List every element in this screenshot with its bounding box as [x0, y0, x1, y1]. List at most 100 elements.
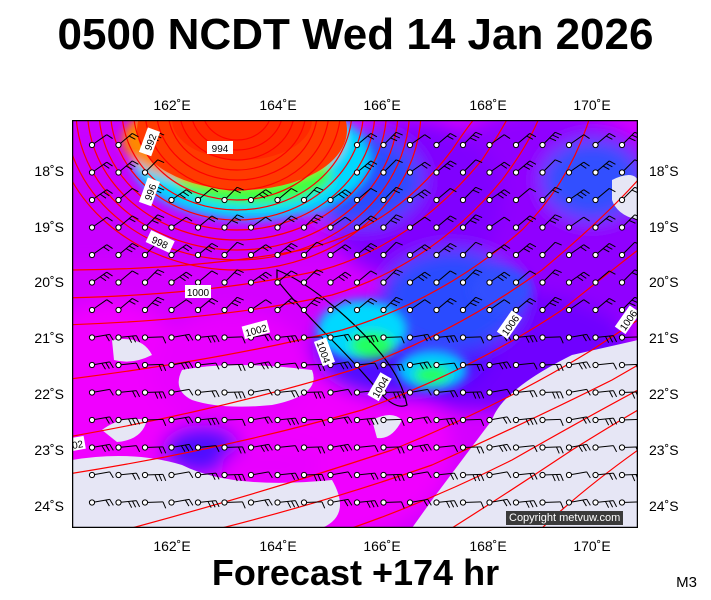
station-dot: [486, 416, 493, 424]
station-dot: [88, 251, 96, 259]
station-dot: [380, 471, 387, 479]
wind-barb: [168, 299, 193, 314]
station-dot: [380, 334, 387, 341]
wind-barb: [141, 444, 167, 454]
wind-barb: [539, 269, 562, 286]
lon-label-bottom-168: 168˚E: [469, 538, 507, 554]
station-dot: [618, 471, 626, 479]
wind-barb: [539, 444, 564, 454]
station-dot: [618, 279, 626, 286]
wind-barb: [539, 471, 564, 482]
isobar-line: [145, 120, 329, 191]
station-dot: [141, 444, 149, 451]
station-dot: [459, 416, 467, 424]
wind-barb: [247, 416, 273, 424]
station-dot: [274, 499, 281, 506]
station-dot: [433, 499, 440, 506]
wind-barb: [459, 214, 483, 231]
wind-barb: [459, 186, 483, 204]
wind-barb: [194, 416, 220, 426]
lon-label-top-166: 166˚E: [363, 97, 401, 113]
wind-barb: [194, 444, 220, 453]
wind-barb: [512, 389, 538, 398]
station-dot: [512, 416, 520, 424]
wind-barb: [327, 333, 353, 342]
wind-barb: [194, 361, 220, 370]
station-dot: [539, 499, 546, 506]
station-dot: [168, 444, 175, 451]
station-dot: [141, 471, 149, 479]
station-dot: [247, 471, 255, 479]
wind-barb: [168, 498, 194, 507]
station-dot: [618, 224, 626, 231]
station-dot: [168, 224, 175, 231]
wind-barb: [141, 159, 165, 176]
wind-barb: [380, 159, 403, 176]
station-dot: [141, 306, 149, 314]
station-dot: [274, 444, 281, 451]
wind-barb: [247, 388, 273, 396]
wind-barb: [565, 216, 590, 231]
wind-barb: [115, 334, 141, 343]
wind-barb: [433, 444, 459, 453]
wind-barb: [327, 443, 353, 453]
wind-barb: [327, 244, 352, 259]
station-dot: [221, 334, 228, 341]
wind-barb: [88, 471, 114, 479]
wind-barb: [539, 296, 562, 314]
wind-barb: [433, 160, 457, 176]
new-caledonia-coastline: [276, 269, 408, 407]
station-dot: [512, 279, 520, 286]
station-dot: [141, 251, 149, 259]
wind-barb: [592, 187, 616, 204]
wind-barb: [592, 499, 618, 508]
isobar-line: [87, 120, 387, 241]
station-dot: [168, 389, 175, 396]
isobar-line: [133, 120, 341, 201]
station-dot: [274, 251, 281, 259]
wind-barb: [194, 471, 220, 480]
station-dot: [406, 169, 414, 176]
station-dot: [247, 444, 255, 451]
wind-barb: [115, 187, 139, 204]
station-dot: [168, 499, 175, 506]
lon-label-bottom-164: 164˚E: [259, 538, 297, 554]
station-dot: [168, 196, 175, 204]
wind-barb: [194, 187, 219, 204]
isobar-line: [75, 120, 399, 251]
station-dot: [592, 444, 599, 451]
wind-barb: [88, 271, 113, 286]
station-dot: [433, 169, 440, 176]
station-dot: [141, 361, 149, 369]
station-dot: [618, 169, 626, 176]
station-dot: [141, 224, 149, 231]
wind-barb: [247, 471, 273, 479]
isobar-line: [191, 120, 283, 151]
station-dot: [406, 444, 414, 451]
wind-barb: [327, 498, 353, 507]
station-dot: [353, 416, 361, 424]
wind-barb: [486, 471, 512, 479]
station-dot: [512, 251, 520, 259]
station-dot: [512, 196, 520, 204]
station-dot: [539, 279, 546, 286]
wind-barb: [539, 499, 564, 509]
station-dot: [433, 279, 440, 286]
isobar-line: [72, 120, 475, 271]
wind-barb: [327, 299, 352, 314]
station-dot: [433, 251, 440, 259]
wind-barb: [433, 334, 459, 343]
station-dot: [194, 224, 202, 231]
station-dot: [565, 196, 573, 204]
wind-barb: [486, 161, 511, 176]
station-dot: [618, 196, 626, 204]
wind-barb: [565, 299, 590, 314]
wind-barb: [592, 132, 616, 149]
wind-barb: [433, 215, 457, 231]
lon-label-bottom-170: 170˚E: [573, 538, 611, 554]
station-dot: [88, 444, 96, 451]
station-dot: [353, 306, 361, 314]
wind-barb: [274, 499, 300, 508]
station-dot: [353, 499, 361, 506]
station-dot: [592, 279, 599, 286]
